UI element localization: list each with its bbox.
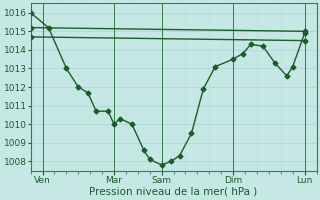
X-axis label: Pression niveau de la mer( hPa ): Pression niveau de la mer( hPa ) <box>90 187 258 197</box>
